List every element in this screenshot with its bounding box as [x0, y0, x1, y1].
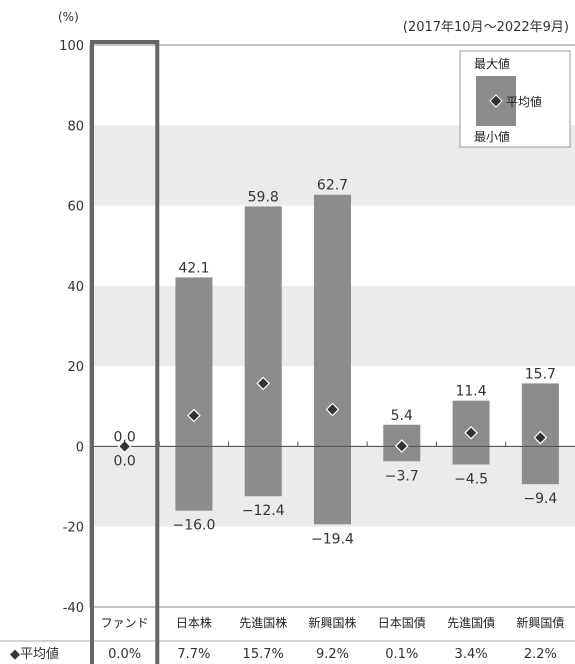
- average-marker: [533, 430, 548, 445]
- max-value-label: 5.4: [391, 408, 413, 424]
- category-label: 先進国債: [447, 615, 495, 630]
- y-tick-label: 20: [67, 360, 84, 375]
- max-value-label: 0.0: [114, 429, 136, 445]
- average-marker: [256, 376, 271, 391]
- y-tick-label: -40: [63, 601, 84, 616]
- max-value-label: 62.7: [317, 178, 348, 194]
- y-unit-label: (%): [58, 10, 79, 24]
- range-bar: [314, 194, 351, 525]
- legend-average-label: 平均値: [506, 94, 542, 109]
- average-marker: [187, 408, 201, 423]
- max-value-label: 59.8: [248, 189, 279, 205]
- average-row-label: ◆平均値: [10, 646, 59, 662]
- average-value-label: 9.2%: [316, 647, 349, 662]
- legend-average-marker: [489, 94, 503, 108]
- average-value-label: 3.4%: [455, 647, 488, 662]
- max-value-label: 11.4: [455, 384, 486, 400]
- min-value-label: −3.7: [385, 468, 419, 484]
- max-value-label: 15.7: [525, 366, 556, 382]
- legend-min-label: 最小値: [474, 129, 510, 144]
- y-tick-label: -20: [63, 521, 84, 536]
- average-value-label: 7.7%: [177, 647, 210, 662]
- category-label: ファンド: [101, 616, 149, 630]
- max-value-label: 42.1: [178, 260, 209, 276]
- category-label: 日本国債: [378, 615, 426, 630]
- average-marker: [117, 439, 132, 454]
- y-tick-label: 0: [76, 440, 84, 455]
- category-label: 先進国株: [239, 615, 287, 630]
- category-label: 日本株: [176, 615, 212, 630]
- average-value-label: 0.1%: [385, 647, 418, 662]
- min-value-label: −19.4: [311, 531, 354, 547]
- average-marker: [325, 402, 340, 417]
- range-bar: [244, 206, 282, 497]
- average-value-label: 15.7%: [243, 647, 284, 662]
- category-label: 新興国債: [516, 615, 564, 630]
- average-value-label: 2.2%: [524, 647, 557, 662]
- average-value-label: 0.0%: [108, 647, 141, 662]
- fund-highlight-frame: [90, 40, 160, 664]
- average-marker: [394, 439, 409, 453]
- range-bar: [175, 277, 213, 511]
- min-value-label: 0.0: [114, 453, 136, 469]
- y-tick-label: 100: [59, 39, 84, 54]
- min-value-label: −4.5: [454, 471, 488, 487]
- category-label: 新興国株: [308, 615, 356, 630]
- legend-max-label: 最大値: [474, 56, 510, 71]
- min-value-label: −9.4: [523, 491, 557, 507]
- period-label: (2017年10月～2022年9月): [402, 20, 569, 35]
- min-value-label: −12.4: [242, 503, 285, 519]
- y-tick-label: 40: [67, 280, 84, 295]
- min-value-label: −16.0: [172, 518, 215, 534]
- y-tick-label: 60: [67, 200, 84, 215]
- average-marker: [464, 425, 478, 440]
- y-tick-label: 80: [67, 119, 84, 134]
